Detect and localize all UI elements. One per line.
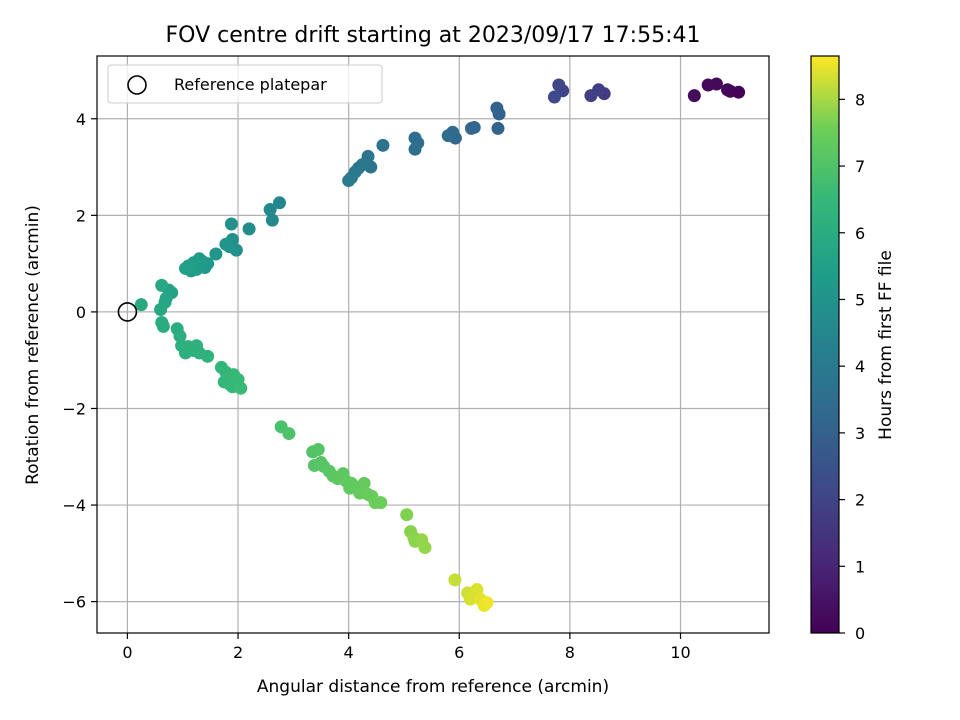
colorbar-tick-label: 5 [855, 290, 865, 309]
data-point [134, 298, 148, 312]
data-point [209, 247, 223, 261]
data-point [441, 129, 455, 143]
legend-label: Reference platepar [174, 75, 327, 94]
y-axis: −6 −4 −2 0 2 4 [62, 110, 97, 612]
data-point [408, 131, 422, 145]
y-tick-label: −6 [62, 593, 86, 612]
data-point [480, 596, 494, 610]
x-tick-label: 2 [233, 643, 243, 662]
data-point [721, 83, 735, 97]
colorbar-ticks: 0 1 2 3 4 5 6 7 8 [839, 90, 865, 643]
data-point [376, 138, 390, 152]
data-point [490, 101, 504, 115]
data-point [273, 196, 287, 210]
x-axis: 0 2 4 6 8 10 [122, 633, 691, 662]
data-point [357, 476, 371, 490]
colorbar-tick-label: 4 [855, 357, 865, 376]
reference-marker [117, 302, 138, 322]
x-tick-label: 10 [670, 643, 690, 662]
y-tick-label: −2 [62, 399, 86, 418]
y-tick-label: 0 [76, 303, 86, 322]
colorbar-tick-label: 3 [855, 424, 865, 443]
data-point [584, 89, 598, 103]
data-point [547, 90, 561, 104]
data-point [155, 316, 169, 330]
colorbar-tick-label: 6 [855, 224, 865, 243]
data-point [418, 541, 432, 555]
data-point [408, 142, 422, 156]
legend: Reference platepar [107, 64, 383, 104]
data-point [464, 121, 478, 135]
data-point [224, 217, 238, 231]
data-point [701, 78, 715, 92]
data-point [400, 508, 414, 522]
data-point [219, 237, 233, 251]
colorbar-tick-label: 8 [855, 90, 865, 109]
data-point [552, 78, 566, 92]
y-axis-label: Rotation from reference (arcmin) [23, 205, 43, 485]
x-tick-label: 4 [344, 643, 354, 662]
data-point [234, 381, 248, 395]
legend-marker [127, 75, 147, 95]
data-point [263, 203, 277, 217]
colorbar-tick-label: 0 [855, 624, 865, 643]
chart-title: FOV centre drift starting at 2023/09/17 … [166, 23, 701, 48]
x-tick-label: 0 [122, 643, 132, 662]
legend-box [107, 64, 383, 104]
data-point [282, 427, 296, 441]
colorbar-tick-label: 7 [855, 157, 865, 176]
colorbar: 0 1 2 3 4 5 6 7 8 Hours from first FF file [810, 55, 896, 643]
data-point [687, 89, 701, 103]
x-tick-label: 8 [565, 643, 575, 662]
y-tick-label: 4 [76, 110, 86, 129]
plot-frame [96, 55, 770, 634]
colorbar-tick-label: 1 [855, 557, 865, 576]
x-axis-label: Angular distance from reference (arcmin) [257, 677, 609, 697]
data-point [155, 278, 169, 292]
colorbar-tick-label: 2 [855, 491, 865, 510]
data-point [242, 222, 256, 236]
x-tick-label: 6 [454, 643, 464, 662]
y-tick-label: −4 [62, 496, 86, 515]
data-point [178, 261, 192, 275]
colorbar-gradient [810, 55, 840, 634]
data-point [201, 349, 215, 363]
y-tick-label: 2 [76, 206, 86, 225]
data-point [173, 329, 187, 343]
data-point [265, 213, 279, 227]
colorbar-label: Hours from first FF file [876, 250, 896, 440]
data-point [154, 302, 168, 316]
data-point [491, 121, 505, 135]
data-point [448, 573, 462, 587]
grid [97, 56, 769, 633]
data-point [374, 496, 388, 510]
data-point [342, 174, 356, 188]
data-points [134, 77, 746, 612]
data-point [311, 443, 325, 457]
